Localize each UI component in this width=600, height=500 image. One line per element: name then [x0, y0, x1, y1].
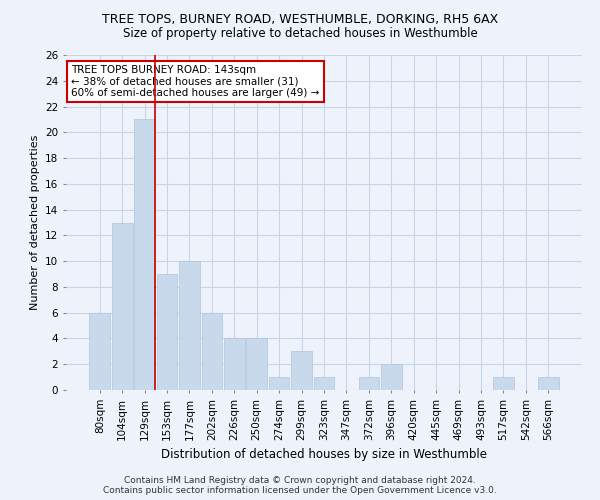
Bar: [202, 312, 222, 390]
Bar: [269, 377, 289, 390]
Bar: [112, 222, 133, 390]
Bar: [381, 364, 401, 390]
Bar: [359, 377, 379, 390]
Text: TREE TOPS BURNEY ROAD: 143sqm
← 38% of detached houses are smaller (31)
60% of s: TREE TOPS BURNEY ROAD: 143sqm ← 38% of d…: [71, 65, 320, 98]
Bar: [179, 261, 200, 390]
Bar: [247, 338, 267, 390]
Bar: [134, 120, 155, 390]
X-axis label: Distribution of detached houses by size in Westhumble: Distribution of detached houses by size …: [161, 448, 487, 461]
Text: Size of property relative to detached houses in Westhumble: Size of property relative to detached ho…: [122, 28, 478, 40]
Y-axis label: Number of detached properties: Number of detached properties: [29, 135, 40, 310]
Bar: [493, 377, 514, 390]
Bar: [538, 377, 559, 390]
Bar: [291, 352, 312, 390]
Bar: [89, 312, 110, 390]
Bar: [224, 338, 245, 390]
Bar: [314, 377, 334, 390]
Text: TREE TOPS, BURNEY ROAD, WESTHUMBLE, DORKING, RH5 6AX: TREE TOPS, BURNEY ROAD, WESTHUMBLE, DORK…: [102, 12, 498, 26]
Bar: [157, 274, 178, 390]
Text: Contains HM Land Registry data © Crown copyright and database right 2024.
Contai: Contains HM Land Registry data © Crown c…: [103, 476, 497, 495]
